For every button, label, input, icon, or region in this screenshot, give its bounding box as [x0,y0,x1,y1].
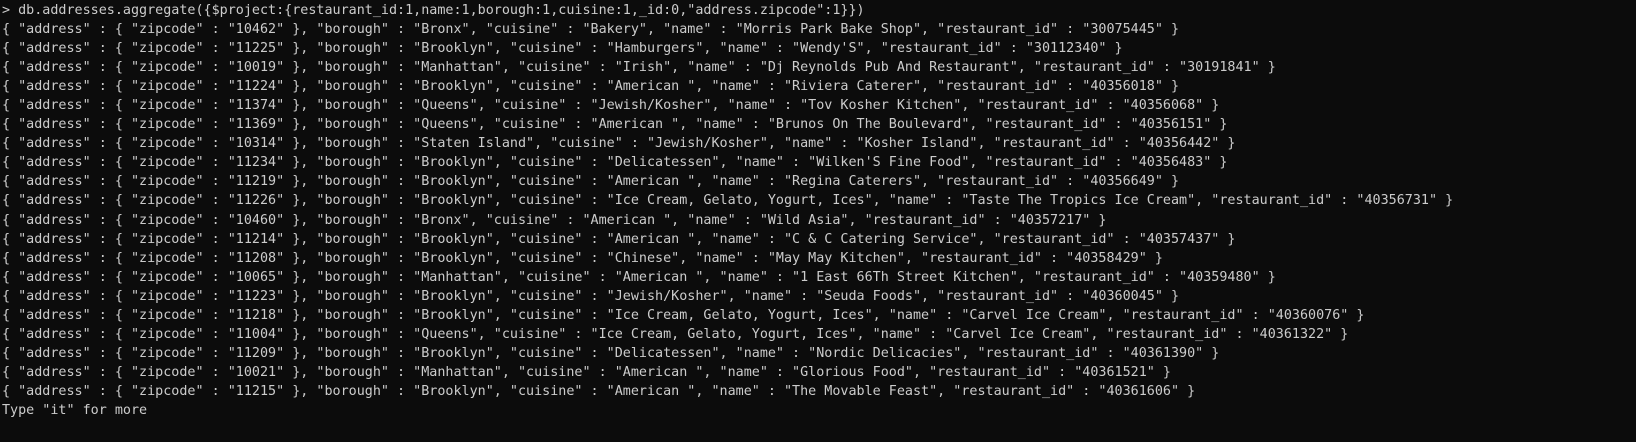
result-line: { "address" : { "zipcode" : "11214" }, "… [2,231,1236,247]
result-line: { "address" : { "zipcode" : "10021" }, "… [2,364,1171,380]
result-line: { "address" : { "zipcode" : "11208" }, "… [2,250,1163,266]
prompt-symbol: > [2,3,11,18]
result-line: { "address" : { "zipcode" : "11234" }, "… [2,155,1228,171]
result-line: { "address" : { "zipcode" : "11223" }, "… [2,288,1180,304]
result-line: { "address" : { "zipcode" : "11224" }, "… [2,79,1180,95]
result-line: { "address" : { "zipcode" : "10460" }, "… [2,212,1107,228]
result-line: { "address" : { "zipcode" : "11004" }, "… [2,326,1349,342]
command-text: db.addresses.aggregate({$project:{restau… [18,3,865,18]
result-line: { "address" : { "zipcode" : "11219" }, "… [2,174,1180,190]
result-line: { "address" : { "zipcode" : "11215" }, "… [2,383,1196,399]
more-results-hint: Type "it" for more [2,402,148,418]
result-line: { "address" : { "zipcode" : "11374" }, "… [2,98,1220,114]
result-line: { "address" : { "zipcode" : "10065" }, "… [2,269,1276,285]
command-line: > db.addresses.aggregate({$project:{rest… [2,1,1636,20]
result-line: { "address" : { "zipcode" : "11226" }, "… [2,193,1454,209]
result-line: { "address" : { "zipcode" : "11369" }, "… [2,117,1228,133]
result-line: { "address" : { "zipcode" : "10019" }, "… [2,60,1276,76]
result-line: { "address" : { "zipcode" : "10314" }, "… [2,136,1236,152]
result-line: { "address" : { "zipcode" : "11218" }, "… [2,307,1365,323]
result-line: { "address" : { "zipcode" : "11225" }, "… [2,41,1123,57]
result-line: { "address" : { "zipcode" : "10462" }, "… [2,22,1180,38]
result-line: { "address" : { "zipcode" : "11209" }, "… [2,345,1220,361]
